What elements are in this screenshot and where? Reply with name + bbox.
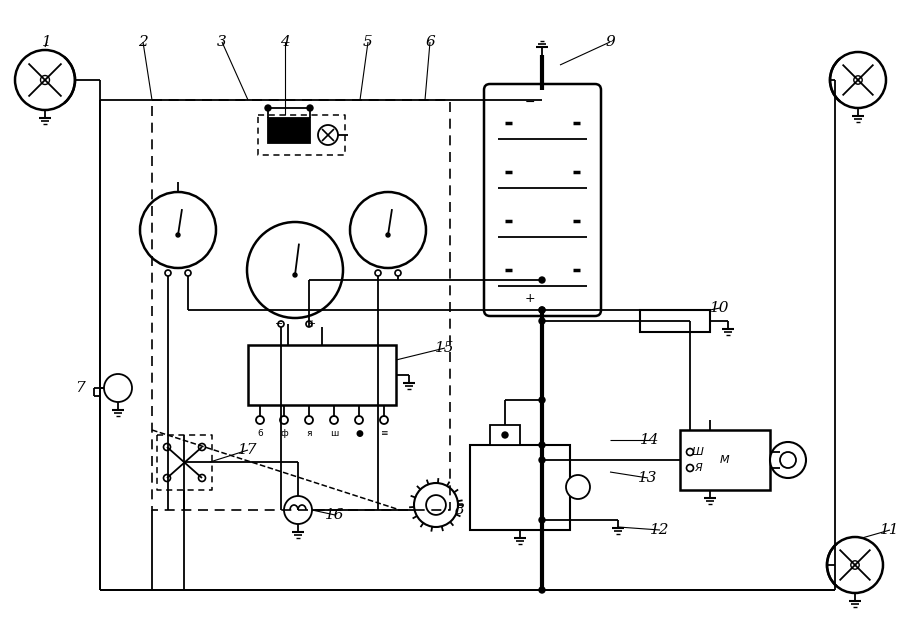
Circle shape	[284, 496, 312, 524]
Text: 16: 16	[325, 508, 345, 522]
Text: 13: 13	[638, 471, 658, 485]
Circle shape	[780, 452, 796, 468]
Circle shape	[854, 76, 862, 84]
Circle shape	[165, 270, 171, 276]
Text: 6: 6	[257, 429, 263, 438]
Text: 8: 8	[455, 503, 465, 517]
Circle shape	[247, 222, 343, 318]
Text: 6: 6	[425, 35, 435, 49]
Text: +: +	[307, 319, 315, 329]
Circle shape	[830, 52, 886, 108]
Circle shape	[176, 233, 180, 237]
Bar	[680, 430, 770, 490]
Circle shape	[380, 416, 388, 424]
Text: я: я	[306, 429, 311, 438]
Bar	[490, 425, 520, 445]
Circle shape	[199, 474, 205, 481]
Bar	[268, 118, 310, 143]
Circle shape	[687, 449, 694, 456]
Text: ≡: ≡	[380, 429, 388, 438]
Bar	[640, 310, 710, 332]
Bar	[248, 345, 396, 405]
Circle shape	[539, 442, 545, 448]
Circle shape	[539, 397, 545, 403]
Circle shape	[827, 537, 883, 593]
Circle shape	[199, 444, 205, 451]
Circle shape	[280, 416, 288, 424]
Circle shape	[330, 416, 338, 424]
Circle shape	[375, 270, 381, 276]
Circle shape	[850, 561, 860, 569]
Circle shape	[539, 307, 545, 313]
Circle shape	[265, 105, 271, 111]
Circle shape	[539, 457, 545, 463]
Text: 15: 15	[436, 341, 454, 355]
Circle shape	[355, 416, 363, 424]
Text: 17: 17	[238, 443, 257, 457]
Circle shape	[278, 321, 284, 327]
Text: Я: Я	[694, 463, 702, 473]
Text: 9: 9	[605, 35, 615, 49]
Circle shape	[566, 475, 590, 499]
Circle shape	[185, 270, 191, 276]
Circle shape	[502, 432, 508, 438]
Text: 4: 4	[280, 35, 290, 49]
FancyBboxPatch shape	[484, 84, 601, 316]
Circle shape	[15, 50, 75, 110]
Circle shape	[539, 277, 545, 283]
Text: 5: 5	[363, 35, 373, 49]
Circle shape	[539, 517, 545, 523]
Circle shape	[307, 105, 313, 111]
Circle shape	[256, 416, 264, 424]
Text: −: −	[274, 319, 284, 329]
Text: 2: 2	[138, 35, 148, 49]
Circle shape	[164, 444, 170, 451]
Text: 1: 1	[42, 35, 52, 49]
Circle shape	[386, 233, 390, 237]
Circle shape	[414, 483, 458, 527]
Text: ●: ●	[356, 429, 363, 438]
Text: −: −	[525, 96, 535, 109]
Circle shape	[305, 416, 313, 424]
Circle shape	[687, 464, 694, 471]
Text: +: +	[525, 291, 535, 304]
Circle shape	[350, 192, 426, 268]
Text: ш: ш	[330, 429, 338, 438]
Circle shape	[539, 318, 545, 324]
Text: 12: 12	[650, 523, 670, 537]
Text: 11: 11	[880, 523, 900, 537]
Text: 10: 10	[710, 301, 730, 315]
Circle shape	[318, 125, 338, 145]
Circle shape	[539, 587, 545, 593]
Circle shape	[426, 495, 446, 515]
Circle shape	[770, 442, 806, 478]
Circle shape	[306, 321, 312, 327]
Circle shape	[164, 474, 170, 481]
Text: 7: 7	[75, 381, 85, 395]
Text: Ш: Ш	[692, 447, 704, 457]
Text: М: М	[720, 455, 730, 465]
Circle shape	[293, 273, 297, 277]
Text: 3: 3	[217, 35, 227, 49]
Circle shape	[539, 307, 545, 313]
Circle shape	[140, 192, 216, 268]
Circle shape	[40, 76, 50, 84]
Text: ф: ф	[280, 429, 288, 438]
Bar	[470, 445, 570, 530]
Circle shape	[395, 270, 401, 276]
Text: 14: 14	[640, 433, 660, 447]
Circle shape	[104, 374, 132, 402]
